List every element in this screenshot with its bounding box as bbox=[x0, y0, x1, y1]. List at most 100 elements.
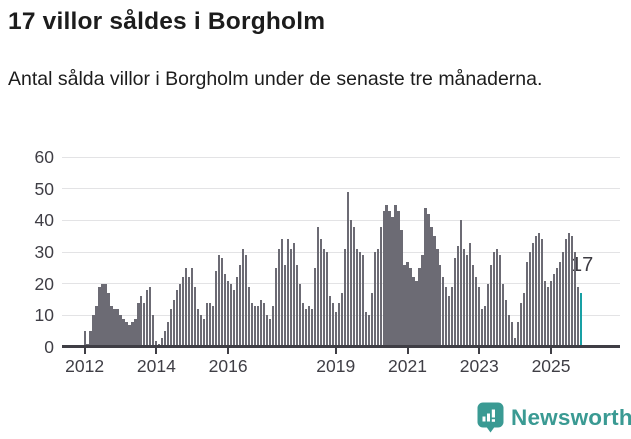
bar bbox=[424, 207, 427, 347]
bar bbox=[358, 252, 361, 347]
bar bbox=[391, 217, 394, 347]
bar bbox=[310, 309, 313, 347]
bar bbox=[430, 226, 433, 347]
bar bbox=[265, 315, 269, 347]
bar bbox=[292, 242, 295, 347]
newsworthy-logo[interactable]: Newsworthy bbox=[477, 402, 631, 433]
bar bbox=[502, 283, 505, 347]
bar bbox=[493, 252, 496, 347]
bar bbox=[334, 312, 337, 347]
y-axis-tick-label: 60 bbox=[34, 147, 54, 167]
bar bbox=[367, 315, 370, 347]
bar bbox=[552, 274, 556, 347]
bar bbox=[549, 280, 553, 347]
bar bbox=[98, 286, 101, 347]
bar bbox=[206, 302, 209, 347]
bar bbox=[400, 229, 403, 347]
bar bbox=[244, 255, 248, 347]
x-axis-tick bbox=[550, 347, 553, 355]
bar bbox=[161, 337, 164, 347]
bar bbox=[579, 293, 583, 347]
bar bbox=[235, 277, 239, 347]
gridline bbox=[62, 188, 620, 190]
bar bbox=[218, 255, 221, 347]
bar bbox=[247, 286, 251, 347]
bar bbox=[209, 302, 212, 347]
bar bbox=[250, 302, 254, 347]
bar bbox=[143, 302, 146, 347]
x-axis-tick bbox=[227, 347, 230, 355]
bar bbox=[179, 283, 182, 347]
bar bbox=[83, 331, 86, 347]
bar bbox=[107, 293, 110, 347]
y-axis-tick-label: 10 bbox=[34, 305, 54, 326]
bar bbox=[215, 271, 218, 347]
bar bbox=[382, 210, 385, 347]
bar bbox=[319, 239, 322, 347]
bar bbox=[463, 248, 466, 347]
bar bbox=[534, 236, 538, 347]
bar bbox=[128, 324, 131, 347]
bar bbox=[484, 305, 487, 347]
bar bbox=[212, 305, 215, 347]
x-axis-tick-label: 2025 bbox=[531, 356, 571, 376]
bar bbox=[388, 210, 391, 347]
bar bbox=[301, 302, 304, 347]
bar bbox=[454, 258, 457, 347]
bar bbox=[256, 305, 260, 347]
bar bbox=[376, 248, 379, 347]
bar bbox=[508, 315, 511, 347]
bar bbox=[304, 309, 307, 347]
bar bbox=[481, 309, 484, 347]
bar bbox=[472, 264, 475, 347]
bar bbox=[295, 264, 298, 347]
bar bbox=[487, 283, 490, 347]
bar bbox=[104, 283, 107, 347]
x-axis-tick-label: 2016 bbox=[208, 356, 248, 376]
bar bbox=[328, 296, 331, 347]
bar bbox=[526, 261, 529, 347]
bar bbox=[475, 277, 478, 347]
bar bbox=[298, 283, 301, 347]
bar bbox=[194, 286, 197, 347]
bar bbox=[409, 267, 412, 347]
bar bbox=[418, 267, 421, 347]
bar bbox=[92, 315, 95, 347]
bar bbox=[289, 248, 292, 347]
chart-subtitle: Antal sålda villor i Borgholm under de s… bbox=[8, 68, 543, 90]
bar bbox=[125, 321, 128, 347]
bar bbox=[89, 331, 92, 347]
bar bbox=[355, 248, 358, 347]
bar bbox=[173, 299, 176, 347]
bar bbox=[316, 226, 319, 347]
gridline bbox=[62, 251, 620, 253]
bar bbox=[361, 255, 364, 347]
bar bbox=[197, 309, 200, 347]
bar bbox=[122, 318, 125, 347]
bar bbox=[253, 305, 257, 347]
bar bbox=[325, 252, 328, 347]
bar bbox=[286, 239, 289, 347]
bar bbox=[567, 233, 571, 347]
bar bbox=[259, 299, 263, 347]
bar bbox=[116, 309, 119, 347]
bar bbox=[469, 242, 472, 347]
bar bbox=[448, 296, 451, 347]
x-axis-line bbox=[62, 345, 620, 348]
bar bbox=[283, 264, 287, 347]
bar bbox=[221, 258, 224, 347]
bar bbox=[439, 264, 442, 347]
y-axis-tick-label: 30 bbox=[34, 242, 54, 262]
bar bbox=[134, 318, 137, 347]
bar bbox=[496, 248, 499, 347]
bar bbox=[313, 267, 316, 347]
last-value-label: 17 bbox=[571, 254, 594, 276]
bar bbox=[346, 191, 349, 347]
bar bbox=[164, 331, 167, 347]
bar bbox=[529, 252, 532, 347]
bar bbox=[119, 315, 122, 347]
bar bbox=[95, 305, 98, 347]
bar bbox=[427, 214, 430, 347]
bar bbox=[445, 286, 448, 347]
